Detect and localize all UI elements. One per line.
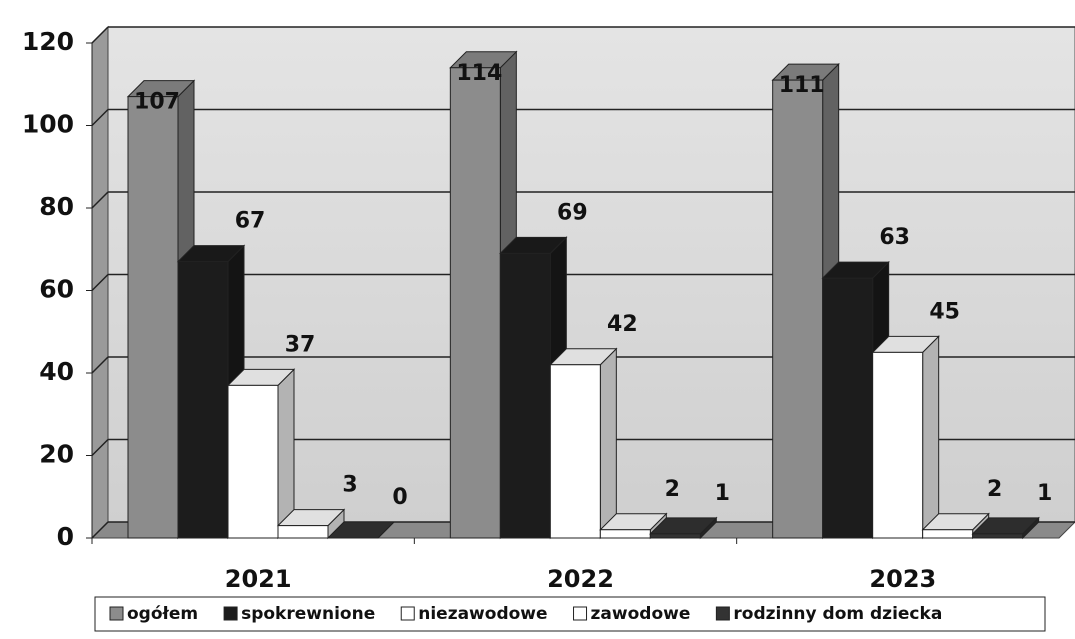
legend-swatch — [223, 606, 238, 621]
value-label: 2 — [665, 477, 680, 502]
bar-front — [449, 67, 501, 539]
grid-line-side — [91, 356, 109, 374]
value-label: 45 — [929, 299, 960, 324]
legend-label: spokrewnione — [241, 604, 375, 624]
bar-front — [127, 96, 179, 539]
value-label: 63 — [879, 225, 910, 250]
bar-front — [599, 529, 651, 539]
value-label: 114 — [456, 61, 502, 86]
bar-front — [177, 261, 229, 539]
y-tick-label: 60 — [39, 275, 74, 304]
bar-side — [922, 335, 940, 540]
y-tick-label: 100 — [22, 110, 74, 139]
bar-front — [772, 79, 824, 539]
bar-front — [549, 364, 601, 539]
grid-line-side — [91, 108, 109, 127]
bar — [871, 335, 940, 540]
bar-front — [972, 533, 1024, 539]
bar-top — [326, 521, 396, 539]
bar-side — [599, 347, 617, 540]
y-tick-label: 80 — [39, 192, 74, 221]
legend-label: zawodowe — [591, 604, 691, 624]
legend-swatch — [573, 606, 588, 621]
grid-line-side — [91, 521, 109, 539]
grid-line-side — [91, 26, 109, 44]
bar-front — [227, 384, 279, 539]
value-label: 3 — [342, 473, 357, 498]
legend-label: rodzinny dom dziecka — [733, 604, 942, 624]
y-tick-label: 120 — [22, 27, 74, 56]
x-tick-label: 2023 — [869, 565, 936, 593]
grid-line-side — [91, 191, 109, 209]
bar-front — [922, 529, 974, 539]
y-tick-label: 20 — [39, 440, 74, 469]
value-label: 1 — [715, 481, 730, 506]
legend-swatch — [400, 606, 415, 621]
bar-front — [499, 252, 551, 539]
bar-front — [277, 525, 329, 539]
x-tick-label: 2021 — [225, 565, 292, 593]
bar-front — [649, 533, 701, 539]
value-label: 111 — [779, 73, 825, 98]
value-label: 1 — [1037, 481, 1052, 506]
bar — [226, 368, 296, 540]
bar — [649, 516, 718, 540]
legend-label: niezawodowe — [418, 604, 547, 624]
bar-front — [872, 351, 924, 539]
bar-front — [822, 277, 874, 539]
value-label: 107 — [134, 90, 180, 115]
bar — [326, 521, 396, 539]
y-tick-label: 0 — [57, 522, 74, 551]
bar — [549, 347, 618, 540]
y-tick-label: 40 — [39, 357, 74, 386]
value-label: 42 — [607, 312, 638, 337]
legend-swatch — [109, 606, 124, 621]
bar — [971, 516, 1040, 540]
value-label: 0 — [392, 485, 407, 510]
grid-line-side — [91, 273, 109, 292]
x-tick-label: 2022 — [547, 565, 614, 593]
value-label: 2 — [987, 477, 1002, 502]
grid-line-side — [91, 438, 109, 457]
legend-label: ogółem — [127, 604, 198, 624]
value-label: 37 — [285, 332, 316, 357]
value-label: 69 — [557, 200, 588, 225]
legend-swatch — [715, 606, 730, 621]
bar — [276, 508, 346, 540]
value-label: 67 — [235, 209, 266, 234]
legend-box — [94, 596, 1046, 632]
